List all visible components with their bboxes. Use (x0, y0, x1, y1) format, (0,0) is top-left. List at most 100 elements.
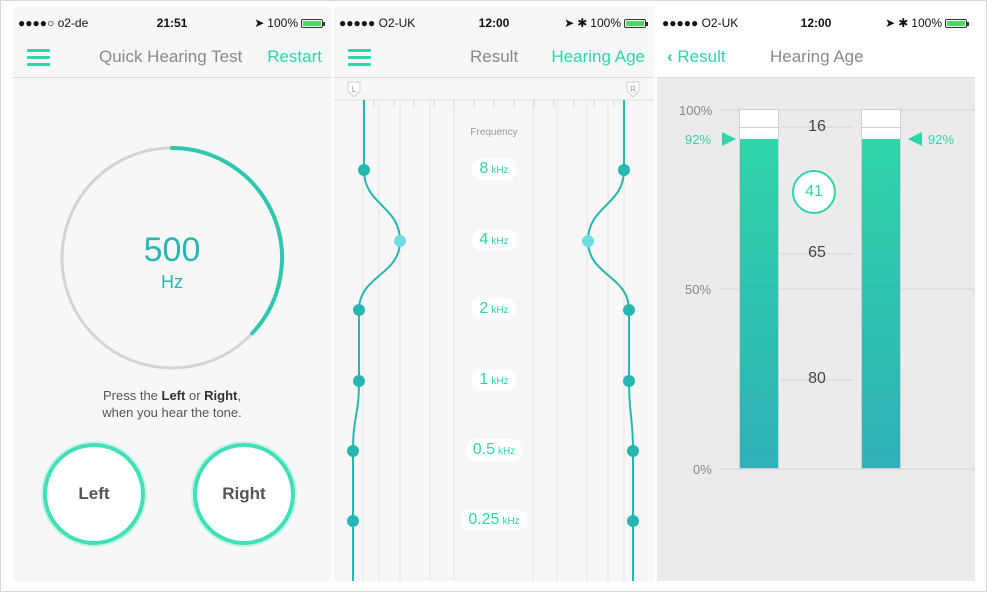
result-screen: ●●●●● O2-UK 12:00 ➤ ✱ 100% Result Hearin… (334, 7, 654, 581)
right-score: 92% (928, 132, 955, 147)
frequency-value: 1 (479, 371, 489, 388)
status-right: ➤ ✱ 100% (564, 16, 648, 30)
dial-progress-arc (170, 146, 284, 336)
quick-hearing-test-screen: ●●●●○ o2-de 21:51 ➤ 100% Quick Hearing T… (13, 7, 331, 581)
hearing-age-screen: ●●●●● O2-UK 12:00 ➤ ✱ 100% ‹ Result Hear… (657, 7, 975, 581)
age-mark-65: 65 (808, 244, 826, 261)
right-ear-button[interactable]: Right (193, 443, 295, 545)
left-ear-point (394, 235, 406, 247)
frequency-pill: 0.25 kHz (461, 509, 527, 531)
age-mark-80: 80 (808, 370, 826, 387)
right-score-pointer-icon (908, 132, 922, 146)
frequency-value: 0.5 (472, 441, 495, 458)
right-ear-point (627, 515, 639, 527)
left-ear-point (358, 164, 370, 176)
instruction-post: , (237, 388, 241, 403)
tab-result[interactable]: Result (470, 47, 519, 66)
audiogram-grid (362, 100, 625, 581)
frequency-item: 2 kHz (444, 298, 544, 320)
carrier-label: ●●●●● O2-UK (662, 16, 739, 30)
axis-label-top: 100% (679, 103, 713, 118)
axis-label-bottom: 0% (693, 462, 712, 477)
left-ear-point (347, 445, 359, 457)
battery-icon (624, 18, 648, 28)
frequency-value: 4 (479, 231, 489, 248)
chevron-left-icon: ‹ (667, 47, 673, 66)
carrier-label: ●●●●○ o2-de (18, 16, 89, 30)
frequency-unit: Hz (161, 272, 183, 292)
frequency-item: 4 kHz (444, 229, 544, 251)
battery-icon (301, 18, 325, 28)
right-ear-point (623, 375, 635, 387)
frequency-item: 0.5 kHz (444, 439, 544, 461)
right-ear-bar (861, 109, 901, 469)
frequency-value: 0.25 (468, 511, 500, 528)
frequency-item: 8 kHz (444, 158, 544, 180)
frequency-unit: kHz (491, 376, 509, 387)
location-icon: ➤ (254, 16, 265, 30)
frequency-item: 0.25 kHz (444, 509, 544, 531)
page-title: Hearing Age (770, 47, 864, 66)
status-bar: ●●●●● O2-UK 12:00 ➤ ✱ 100% (334, 7, 654, 37)
instruction-pre: Press the (102, 388, 162, 403)
left-channel-marker: L (347, 81, 361, 98)
bluetooth-icon: ✱ (577, 16, 588, 30)
bar-tick (862, 127, 900, 128)
frequency-unit: kHz (502, 516, 520, 527)
right-ear-point (618, 164, 630, 176)
carrier-label: ●●●●● O2-UK (339, 16, 416, 30)
page-title: Quick Hearing Test (99, 47, 243, 66)
status-bar: ●●●●● O2-UK 12:00 ➤ ✱ 100% (657, 7, 975, 37)
back-button[interactable]: ‹ Result (667, 47, 726, 67)
menu-icon[interactable] (348, 49, 371, 66)
left-ear-button[interactable]: Left (43, 443, 145, 545)
clock: 21:51 (156, 16, 188, 30)
frequency-pill: 8 kHz (472, 158, 516, 180)
frequency-label: Frequency (470, 127, 518, 138)
tab-hearing-age[interactable]: Hearing Age (551, 47, 645, 66)
left-channel-label: L (352, 85, 357, 94)
instruction-left-word: Left (161, 388, 186, 403)
right-channel-marker: R (626, 81, 640, 98)
clock: 12:00 (800, 16, 832, 30)
back-button-label: Result (677, 47, 726, 66)
status-bar: ●●●●○ o2-de 21:51 ➤ 100% (13, 7, 331, 37)
hearing-age-badge: 41 (792, 170, 836, 214)
status-right: ➤ 100% (254, 16, 325, 30)
right-ear-point (627, 445, 639, 457)
bar-tick (740, 127, 778, 128)
frequency-pill: 4 kHz (472, 229, 516, 251)
instruction-right-word: Right (204, 388, 238, 403)
left-score: 92% (685, 132, 712, 147)
frequency-pill: 1 kHz (472, 369, 516, 391)
left-ear-point (347, 515, 359, 527)
right-ear-point (623, 304, 635, 316)
frequency-unit: kHz (491, 165, 509, 176)
navigation-bar: Result Hearing Age (334, 37, 654, 78)
axis-label-mid: 50% (685, 282, 712, 297)
frequency-pill: 0.5 kHz (465, 439, 523, 461)
battery-icon (945, 18, 969, 28)
frequency-pill: 2 kHz (472, 298, 516, 320)
instruction-line-2: when you hear the tone. (102, 405, 242, 420)
frequency-value: 2 (479, 300, 489, 317)
battery-percent: 100% (911, 16, 942, 30)
navigation-bar: Quick Hearing Test Restart (13, 37, 331, 78)
bluetooth-icon: ✱ (898, 16, 909, 30)
frequency-unit: kHz (498, 446, 516, 457)
frequency-value: 8 (479, 160, 489, 177)
instruction-text: Press the Left or Right, when you hear t… (13, 387, 331, 421)
audiogram: L R (334, 81, 654, 581)
battery-percent: 100% (267, 16, 298, 30)
restart-button[interactable]: Restart (267, 47, 322, 66)
location-icon: ➤ (564, 16, 575, 30)
instruction-mid: or (185, 388, 205, 403)
left-ear-point (353, 304, 365, 316)
menu-icon[interactable] (27, 49, 50, 66)
frequency-unit: kHz (491, 236, 509, 247)
frequency-item: 1 kHz (444, 369, 544, 391)
frequency-dial (60, 146, 284, 370)
status-right: ➤ ✱ 100% (885, 16, 969, 30)
left-ear-bar-fill (740, 138, 778, 468)
